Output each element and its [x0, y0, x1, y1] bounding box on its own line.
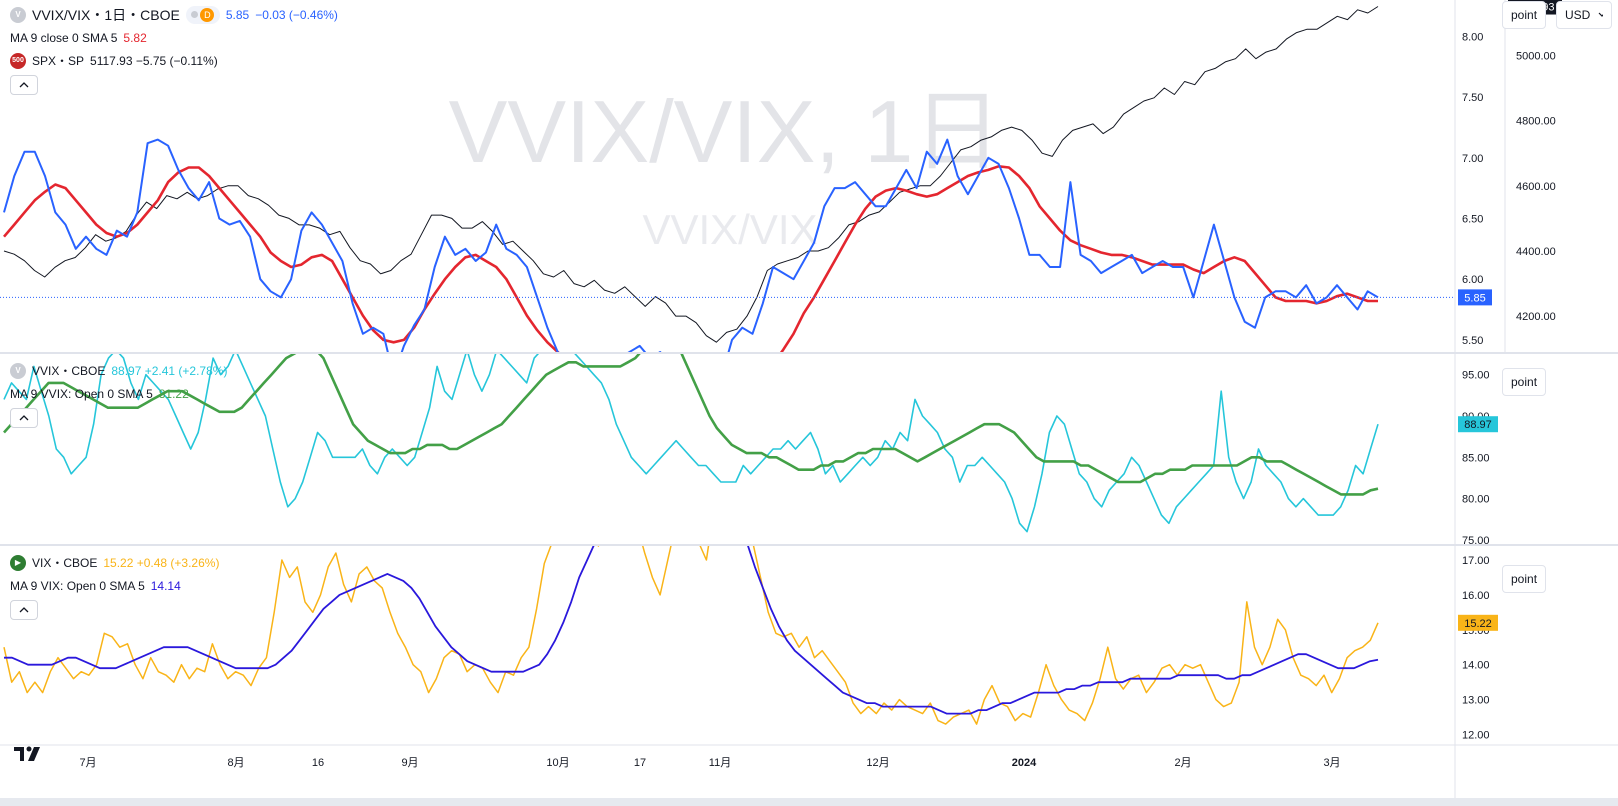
time-tick-label: 9月	[401, 757, 418, 769]
vvix-ma-label[interactable]: MA 9 VVIX: Open 0 SMA 5	[10, 386, 153, 401]
ratio-ma-line[interactable]	[3, 165, 1378, 403]
tradingview-logo-icon	[14, 744, 44, 767]
watermark-subtitle: VVIX/VIX	[642, 206, 817, 253]
last-value-label: 88.97	[1464, 419, 1492, 431]
spx-line[interactable]	[3, 6, 1379, 343]
time-tick-label: 2月	[1174, 757, 1191, 769]
price-tick-label: 7.50	[1462, 92, 1483, 104]
chevron-up-icon	[19, 82, 29, 88]
time-tick-label: 17	[634, 757, 646, 769]
price-tick-label: 14.00	[1462, 660, 1490, 672]
time-tick-label: 7月	[79, 757, 96, 769]
ma-label[interactable]: MA 9 close 0 SMA 5	[10, 30, 118, 45]
price-tick-label: 6.00	[1462, 274, 1483, 286]
spx-tick-label: 4400.00	[1516, 246, 1556, 258]
vix-ma-label[interactable]: MA 9 VIX: Open 0 SMA 5	[10, 578, 145, 593]
legend-vvix: V VVIX・CBOE 88.97 +2.41 (+2.78%) MA 9 VV…	[10, 359, 227, 428]
collapse-vix-legend-button[interactable]	[10, 600, 38, 620]
chevron-up-icon	[19, 415, 29, 421]
vix-line[interactable]	[3, 455, 1379, 725]
main-change: −0.03 (−0.46%)	[255, 7, 338, 22]
price-tick-label: 12.00	[1462, 730, 1490, 742]
vvix-label[interactable]: VVIX・CBOE	[32, 363, 106, 378]
time-tick-label: 12月	[866, 757, 889, 769]
ma-value: 5.82	[123, 30, 147, 45]
time-tick-label: 10月	[546, 757, 569, 769]
price-tick-label: 7.00	[1462, 153, 1483, 165]
bottom-strip	[0, 798, 1618, 806]
ratio-line[interactable]	[3, 138, 1379, 413]
last-value-label: 15.22	[1464, 618, 1492, 630]
price-tick-label: 17.00	[1462, 555, 1490, 567]
spx-value: 5117.93 −5.75 (−0.11%)	[90, 53, 218, 68]
spx-label[interactable]: SPX・SP	[32, 53, 85, 68]
pane-separator[interactable]	[0, 352, 1618, 354]
spx-tick-label: 4800.00	[1516, 116, 1556, 128]
price-tick-label: 80.00	[1462, 494, 1490, 506]
spx-tick-label: 4600.00	[1516, 181, 1556, 193]
chevron-down-icon	[1598, 12, 1603, 17]
vix-value: 15.22 +0.48 (+3.26%)	[103, 555, 220, 570]
vvix-line[interactable]	[3, 333, 1379, 533]
collapse-vvix-legend-button[interactable]	[10, 408, 38, 428]
status-dot-icon	[191, 11, 199, 18]
delayed-badge: D	[200, 7, 215, 22]
vix-ma-value: 14.14	[150, 578, 181, 593]
last-value-box	[1458, 614, 1498, 631]
spx-tick-label: 5000.00	[1516, 50, 1556, 62]
price-tick-label: 85.00	[1462, 452, 1490, 464]
currency-select[interactable]: USD	[1556, 1, 1612, 29]
legend-vix: ▶ VIX・CBOE 15.22 +0.48 (+3.26%) MA 9 VIX…	[10, 551, 219, 620]
legend-main: V VVIX/VIX・1日・CBOE D 5.85 −0.03 (−0.46%)…	[10, 3, 338, 95]
spx-tick-label: 4200.00	[1516, 311, 1556, 323]
vix-play-icon: ▶	[10, 554, 26, 571]
point-scale-button-vix[interactable]: point	[1502, 565, 1547, 593]
last-value-box	[1458, 289, 1492, 306]
price-tick-label: 13.00	[1462, 695, 1490, 707]
point-scale-button-main[interactable]: point	[1502, 1, 1547, 29]
price-tick-label: 8.00	[1462, 31, 1483, 43]
time-tick-label: 16	[312, 757, 324, 769]
time-tick-label: 2024	[1012, 757, 1037, 769]
vix-label[interactable]: VIX・CBOE	[32, 555, 98, 570]
vix-ma-line[interactable]	[4, 480, 1379, 715]
currency-label: USD	[1565, 8, 1591, 22]
vvix-ma-line[interactable]	[3, 333, 1379, 496]
last-value-box	[1458, 416, 1498, 433]
symbol-logo-icon: V	[10, 6, 26, 23]
chevron-up-icon	[19, 607, 29, 613]
pane-separator[interactable]	[0, 544, 1618, 546]
collapse-legend-button[interactable]	[10, 75, 38, 95]
price-tick-label: 75.00	[1462, 535, 1490, 547]
price-tick-label: 6.50	[1462, 213, 1483, 225]
market-status-badge[interactable]: D	[185, 5, 220, 24]
price-tick-label: 16.00	[1462, 590, 1490, 602]
vvix-ma-value: 81.22	[158, 386, 189, 401]
point-scale-button-vvix[interactable]: point	[1502, 368, 1547, 396]
vvix-logo-icon: V	[10, 362, 26, 379]
spx-logo-icon: 500	[10, 52, 26, 69]
price-tick-label: 5.50	[1462, 335, 1483, 347]
vvix-value: 88.97 +2.41 (+2.78%)	[111, 363, 228, 378]
main-last-value: 5.85	[225, 7, 250, 22]
last-value-label: 5.85	[1464, 292, 1485, 304]
pane-0[interactable]: 8.007.507.006.506.005.505117.935.85	[0, 0, 1562, 413]
time-tick-label: 3月	[1323, 757, 1340, 769]
time-tick-label: 11月	[709, 757, 731, 769]
price-tick-label: 95.00	[1462, 370, 1490, 382]
time-tick-label: 8月	[227, 757, 244, 769]
main-symbol-label[interactable]: VVIX/VIX・1日・CBOE	[32, 6, 180, 23]
watermark-title: VVIX/VIX, 1日	[449, 82, 1002, 181]
